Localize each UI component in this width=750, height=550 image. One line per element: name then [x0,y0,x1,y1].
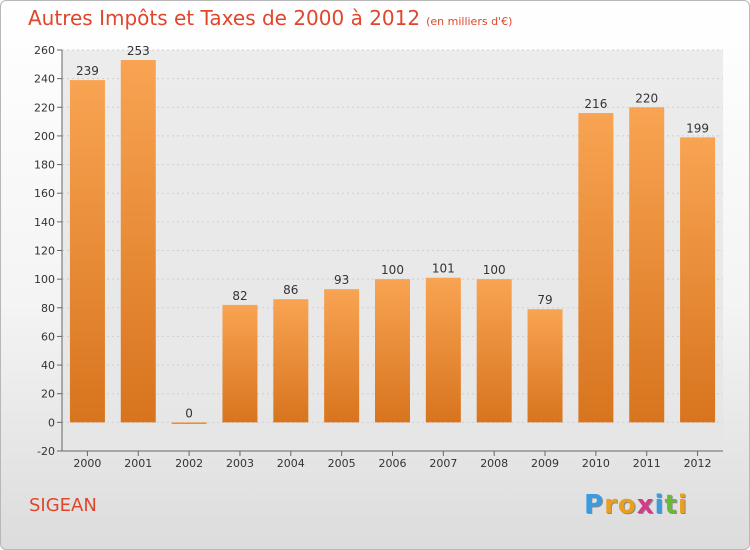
title-text: Autres Impôts et Taxes de 2000 à 2012 [28,6,421,30]
data-label: 100 [381,263,404,277]
y-tick-label: 60 [41,330,55,343]
bar-2004 [273,299,309,423]
y-tick-label: 260 [34,44,55,57]
data-label: 86 [283,283,298,297]
bars: 239 253 0 82 86 93 100 101 100 79 216 220 199 [69,44,716,424]
y-tick-label: 220 [34,101,55,114]
data-label: 220 [635,91,658,105]
data-label: 253 [127,44,150,58]
y-tick-label: 40 [41,359,55,372]
y-tick-label: 20 [41,388,55,401]
y-tick-label: 160 [34,187,55,200]
logo-letter: i [677,490,688,520]
y-tick-label: -20 [37,445,55,458]
y-axis: -20 0 20 40 60 80 100 120 140 160 180 200 220 240 260 [34,44,63,458]
bar-2008 [476,279,512,423]
bar-2009 [527,309,563,423]
bar-2005 [324,289,360,423]
bar-2006 [375,279,410,423]
x-tick-label: 2012 [684,457,712,470]
data-label: 100 [483,263,506,277]
x-tick-label: 2002 [175,457,203,470]
bar-2002 [171,422,207,424]
bar-2000 [69,80,105,423]
x-tick-label: 2009 [531,457,559,470]
data-label: 82 [232,289,247,303]
city-name: SIGEAN [29,495,97,516]
x-tick-label: 2008 [480,457,508,470]
data-label: 101 [432,262,455,276]
x-tick-label: 2000 [73,457,101,470]
logo-letter: x [636,490,655,520]
logo-letter: o [617,490,637,520]
x-tick-label: 2003 [226,457,254,470]
logo-letter: P [584,490,605,520]
x-axis: 2000 2001 2002 2003 2004 2005 2006 2007 2008 2009… [62,450,723,470]
data-label: 199 [686,121,709,135]
title-unit: (en milliers d'€) [426,15,513,28]
data-label: 0 [185,406,193,420]
data-label: 93 [334,273,349,287]
logo-letter: i [654,490,665,520]
x-tick-label: 2011 [633,457,661,470]
y-tick-label: 100 [34,273,55,286]
x-tick-label: 2007 [429,457,457,470]
y-tick-label: 120 [34,245,55,258]
bar-2012 [680,137,716,423]
y-tick-label: 180 [34,159,55,172]
x-tick-label: 2004 [277,457,305,470]
bar-2010 [578,113,614,423]
chart-title: Autres Impôts et Taxes de 2000 à 2012 (en… [28,6,512,30]
bar-2007 [425,277,461,423]
bar-2003 [222,304,258,423]
y-tick-label: 80 [41,302,55,315]
x-tick-label: 2006 [379,457,407,470]
data-label: 216 [584,97,607,111]
bar-2011 [629,107,665,423]
data-label: 239 [76,64,99,78]
bar-2001 [120,60,156,423]
y-tick-label: 0 [48,416,55,429]
data-label: 79 [537,293,552,307]
x-tick-label: 2001 [124,457,152,470]
x-tick-label: 2005 [328,457,356,470]
logo-letter: t [664,490,678,520]
proxiti-logo: Proxiti [584,490,688,520]
y-tick-label: 140 [34,216,55,229]
x-tick-label: 2010 [582,457,610,470]
logo-letter: r [604,490,618,520]
y-tick-label: 200 [34,130,55,143]
y-tick-label: 240 [34,73,55,86]
